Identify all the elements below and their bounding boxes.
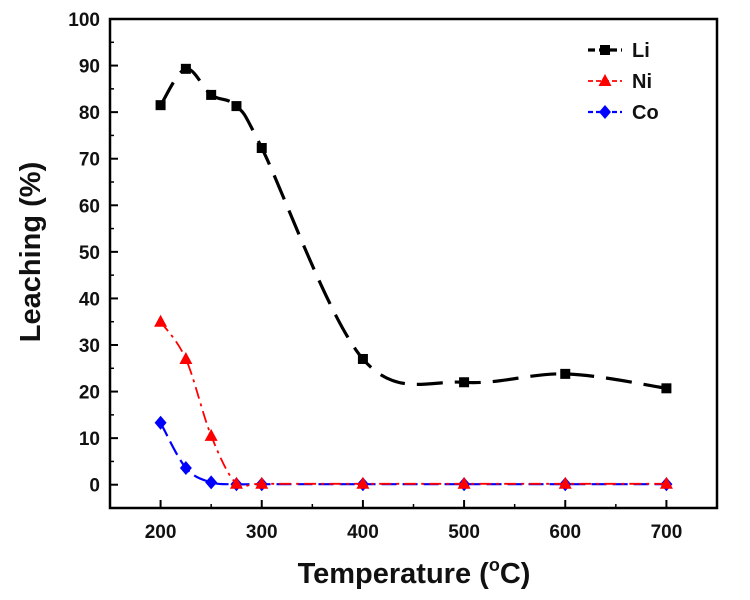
legend-label-li: Li (632, 40, 650, 62)
y-tick-label-70: 70 (79, 150, 100, 171)
x-axis-title-sup: o (489, 555, 500, 575)
data-point-li-400 (357, 353, 368, 364)
data-point-li-275 (231, 101, 242, 112)
x-tick-label-400: 400 (347, 522, 379, 543)
y-tick-label-30: 30 (79, 336, 100, 357)
legend-marker-li (600, 45, 610, 55)
x-tick-label-700: 700 (651, 522, 683, 543)
data-point-li-700 (661, 383, 672, 394)
data-point-ni-225 (179, 351, 193, 364)
x-tick-label-300: 300 (246, 522, 278, 543)
series-line-co (159, 422, 667, 486)
y-tick-label-40: 40 (79, 289, 100, 310)
x-axis-title-main: Temperature ( (298, 558, 490, 590)
data-point-ni-700 (659, 476, 673, 489)
y-tick-label-50: 50 (79, 243, 100, 264)
legend-label-ni: Ni (632, 71, 652, 93)
y-tick-label-0: 0 (89, 476, 100, 497)
y-tick-label-10: 10 (79, 429, 100, 450)
data-point-ni-600 (558, 476, 572, 489)
data-point-co-200 (154, 415, 167, 430)
plot-layer (154, 63, 673, 492)
x-tick-label-600: 600 (549, 522, 581, 543)
x-tick-label-500: 500 (448, 522, 480, 543)
data-point-li-300 (256, 143, 267, 154)
y-tick-label-90: 90 (79, 57, 100, 78)
data-point-ni-400 (356, 476, 370, 489)
data-point-co-250 (205, 475, 218, 490)
y-axis-title: Leaching (%) (15, 162, 47, 342)
legend-marker-co (599, 105, 611, 119)
data-point-li-600 (560, 368, 571, 379)
data-point-li-225 (180, 63, 191, 74)
data-point-ni-200 (154, 314, 168, 327)
y-tick-label-60: 60 (79, 196, 100, 217)
data-point-co-225 (179, 460, 192, 475)
data-point-ni-275 (229, 476, 243, 489)
y-tick-label-20: 20 (79, 383, 100, 404)
data-point-li-250 (206, 89, 217, 100)
legend: Li Ni Co (588, 40, 659, 124)
legend-label-co: Co (632, 102, 659, 124)
axis-layer: 200 300 400 500 600 700 0 10 20 30 40 50 60 70 80 90 100 (68, 10, 719, 543)
x-axis-title-tail: C) (500, 558, 531, 590)
y-tick-label-100: 100 (68, 10, 100, 31)
data-point-li-200 (155, 100, 166, 111)
x-tick-label-200: 200 (145, 522, 177, 543)
data-point-ni-300 (255, 476, 269, 489)
x-axis-title: Temperature (oC) (298, 555, 531, 590)
data-point-ni-500 (457, 476, 471, 489)
y-tick-label-80: 80 (79, 103, 100, 124)
plot-frame (108, 17, 719, 510)
data-point-ni-250 (204, 428, 218, 441)
data-point-li-500 (459, 377, 470, 388)
legend-marker-ni (598, 74, 612, 86)
series-line-ni (159, 321, 667, 489)
series-line-li (159, 67, 667, 390)
